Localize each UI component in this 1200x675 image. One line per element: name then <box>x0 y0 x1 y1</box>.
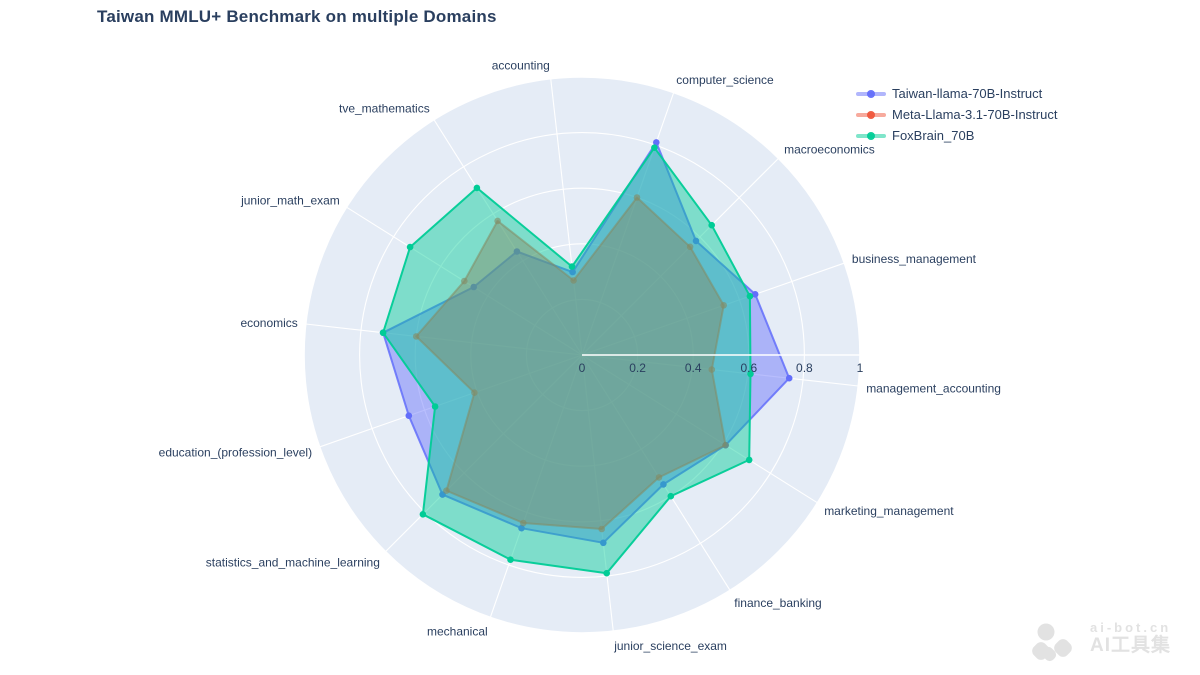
category-label-mechanical: mechanical <box>427 624 488 638</box>
data-point[interactable] <box>651 144 658 151</box>
category-label-business_management: business_management <box>852 252 977 266</box>
data-point[interactable] <box>443 487 450 495</box>
radial-tick-label: 0.8 <box>796 361 813 375</box>
category-labels: management_accounting business_management… <box>159 59 1001 653</box>
data-point[interactable] <box>494 217 501 225</box>
legend-item-FoxBrain_70B[interactable]: FoxBrain_70B <box>856 125 1057 146</box>
data-point[interactable] <box>600 539 607 547</box>
legend-item-Taiwan-llama-70B-Instruct[interactable]: Taiwan-llama-70B-Instruct <box>856 83 1057 104</box>
radial-tick-label: 0.4 <box>685 361 702 375</box>
data-point[interactable] <box>720 302 727 309</box>
watermark: ai-bot.cn AI工具集 <box>1030 621 1171 667</box>
category-label-education_(profession_level): education_(profession_level) <box>159 445 312 459</box>
data-point[interactable] <box>470 283 478 291</box>
data-point[interactable] <box>603 569 610 577</box>
category-label-computer_science: computer_science <box>676 73 774 87</box>
legend-swatch <box>856 131 886 141</box>
data-point[interactable] <box>746 292 754 300</box>
data-point[interactable] <box>785 374 793 382</box>
radial-tick-label: 0.6 <box>740 361 757 375</box>
legend-label: Meta-Llama-3.1-70B-Instruct <box>892 107 1058 122</box>
watermark-text-brand: AI工具集 <box>1090 635 1172 656</box>
category-label-economics: economics <box>240 316 297 330</box>
category-label-finance_banking: finance_banking <box>734 596 821 610</box>
radial-tick-labels: 0 0.2 0.4 0.6 0.8 1 <box>579 361 864 375</box>
data-point[interactable] <box>568 263 576 270</box>
data-point[interactable] <box>692 237 700 245</box>
data-point[interactable] <box>660 481 667 488</box>
category-label-tve_mathematics: tve_mathematics <box>339 102 430 116</box>
watermark-logo <box>1032 623 1072 662</box>
data-point[interactable] <box>751 291 759 298</box>
category-label-accounting: accounting <box>492 59 550 73</box>
data-point[interactable] <box>569 268 576 276</box>
data-point[interactable] <box>686 243 694 251</box>
data-point[interactable] <box>655 474 663 481</box>
data-point[interactable] <box>461 277 468 285</box>
radial-tick-label: 0.2 <box>629 361 646 375</box>
category-label-management_accounting: management_accounting <box>866 381 1001 395</box>
category-label-statistics_and_machine_learning: statistics_and_machine_learning <box>206 555 380 569</box>
data-point[interactable] <box>419 511 427 518</box>
data-point[interactable] <box>708 366 716 373</box>
data-point[interactable] <box>722 441 729 449</box>
data-point[interactable] <box>708 221 715 229</box>
angular-gridlines <box>305 78 859 632</box>
legend-label: Taiwan-llama-70B-Instruct <box>892 86 1043 101</box>
data-point[interactable] <box>406 243 414 251</box>
data-point[interactable] <box>379 329 387 337</box>
chart-title: Taiwan MMLU+ Benchmark on multiple Domai… <box>97 7 497 26</box>
legend-swatch <box>856 89 886 99</box>
data-point[interactable] <box>513 248 521 255</box>
radial-tick-label: 0 <box>579 361 586 375</box>
data-point[interactable] <box>747 370 754 378</box>
series-FoxBrain_70B[interactable] <box>379 144 754 577</box>
data-point[interactable] <box>570 277 577 284</box>
category-label-macroeconomics: macroeconomics <box>784 142 875 156</box>
data-point[interactable] <box>405 412 413 420</box>
data-point[interactable] <box>518 524 525 532</box>
data-point[interactable] <box>633 194 641 201</box>
data-point[interactable] <box>745 456 753 464</box>
watermark-text-domain: ai-bot.cn <box>1090 620 1172 635</box>
data-point[interactable] <box>653 139 660 146</box>
data-point[interactable] <box>473 184 481 192</box>
data-point[interactable] <box>598 525 605 533</box>
legend-label: FoxBrain_70B <box>892 128 975 143</box>
data-point[interactable] <box>412 333 420 340</box>
radial-tick-label: 1 <box>857 361 864 375</box>
data-point[interactable] <box>471 389 478 397</box>
legend-swatch <box>856 110 886 120</box>
series-Meta-Llama-3.1-70B-Instruct[interactable] <box>412 194 729 533</box>
data-point[interactable] <box>507 556 514 563</box>
legend: Taiwan-llama-70B-Instruct Meta-Llama-3.1-… <box>856 83 1057 146</box>
data-point[interactable] <box>520 519 527 527</box>
category-label-junior_science_exam: junior_science_exam <box>613 639 727 653</box>
category-label-marketing_management: marketing_management <box>824 504 954 518</box>
data-point[interactable] <box>667 492 675 500</box>
legend-item-Meta-Llama-3.1-70B-Instruct[interactable]: Meta-Llama-3.1-70B-Instruct <box>856 104 1057 125</box>
data-point[interactable] <box>431 403 439 410</box>
category-label-junior_math_exam: junior_math_exam <box>240 194 340 208</box>
